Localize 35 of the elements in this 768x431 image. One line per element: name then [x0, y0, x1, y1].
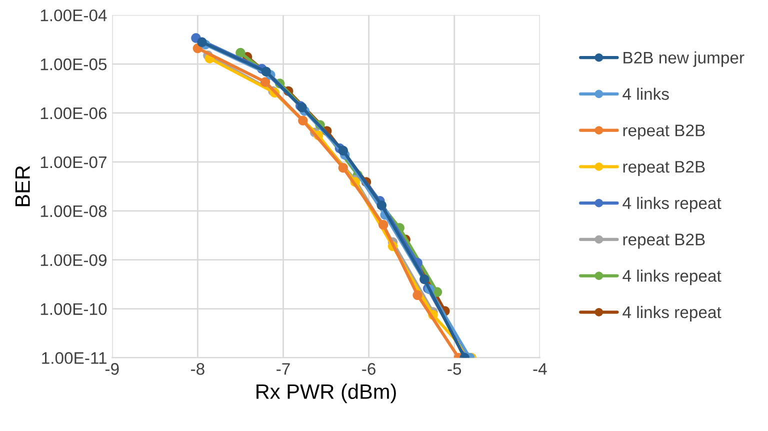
point	[261, 66, 271, 76]
y-tick-label: 1.00E-10	[40, 303, 107, 315]
x-tick-label: -5	[448, 363, 462, 375]
x-tick-label: -6	[362, 363, 376, 375]
legend-label: repeat B2B	[623, 160, 705, 176]
y-tick-label: 1.00E-11	[42, 352, 106, 364]
y-tick-label: 1.00E-04	[40, 9, 107, 22]
x-tick-label: -4	[533, 363, 547, 375]
point	[378, 220, 388, 230]
point	[420, 274, 430, 284]
x-axis-title: Rx PWR (dBm)	[256, 384, 396, 404]
y-tick-label: 1.00E-08	[40, 205, 107, 218]
point	[376, 200, 386, 210]
legend-label: 4 links repeat	[622, 270, 722, 286]
y-tick-label: 1.00E-06	[40, 107, 107, 120]
legend-label: 4 links repeat	[622, 306, 722, 322]
y-tick-label: 1.00E-07	[40, 156, 106, 168]
y-tick-label: 1.00E-05	[40, 58, 107, 70]
x-tick-label: -8	[191, 363, 204, 375]
y-tick-label: 1.00E-09	[40, 254, 106, 266]
point	[236, 48, 246, 58]
point	[412, 290, 422, 300]
legend-label: 4 links	[622, 88, 669, 100]
legend-label: 4 links repeat	[622, 196, 722, 212]
legend-label: repeat B2B	[623, 124, 705, 140]
point	[197, 37, 207, 48]
x-tick-label: -9	[105, 363, 119, 375]
point	[338, 146, 348, 156]
point	[260, 77, 270, 87]
x-tick-label: -7	[276, 363, 290, 375]
y-axis-title: BER	[15, 166, 30, 206]
point	[298, 116, 308, 126]
point	[338, 162, 348, 173]
legend-label: repeat B2B	[623, 234, 705, 249]
legend-label: B2B new jumper	[624, 51, 744, 67]
